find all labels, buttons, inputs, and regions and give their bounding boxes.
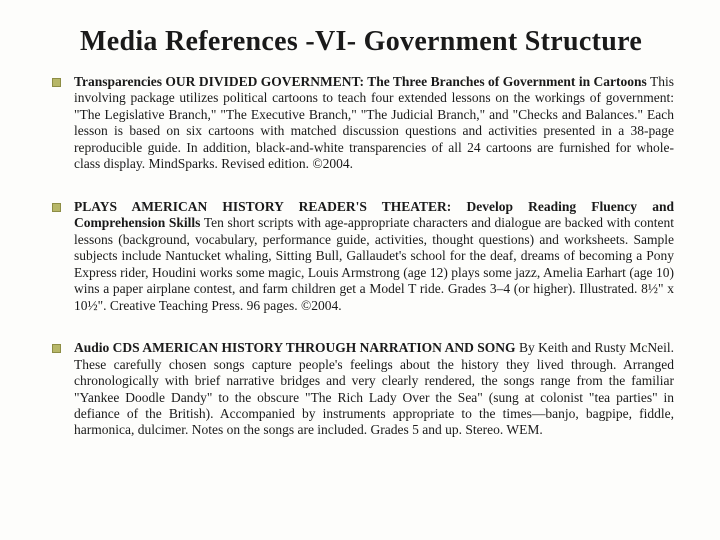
bullet-icon [52,344,74,353]
item-lead: Audio CDS AMERICAN HISTORY THROUGH NARRA… [74,340,516,355]
item-body: Audio CDS AMERICAN HISTORY THROUGH NARRA… [74,340,674,439]
list-item: Transparencies OUR DIVIDED GOVERNMENT: T… [52,74,674,173]
slide-title: Media References -VI- Government Structu… [80,26,674,58]
bullet-list: Transparencies OUR DIVIDED GOVERNMENT: T… [52,74,674,439]
item-body: PLAYS AMERICAN HISTORY READER'S THEATER:… [74,199,674,314]
item-lead: Transparencies OUR DIVIDED GOVERNMENT: T… [74,74,647,89]
bullet-icon [52,78,74,87]
list-item: Audio CDS AMERICAN HISTORY THROUGH NARRA… [52,340,674,439]
bullet-icon [52,203,74,212]
slide: Media References -VI- Government Structu… [0,0,720,540]
item-body: Transparencies OUR DIVIDED GOVERNMENT: T… [74,74,674,173]
list-item: PLAYS AMERICAN HISTORY READER'S THEATER:… [52,199,674,314]
